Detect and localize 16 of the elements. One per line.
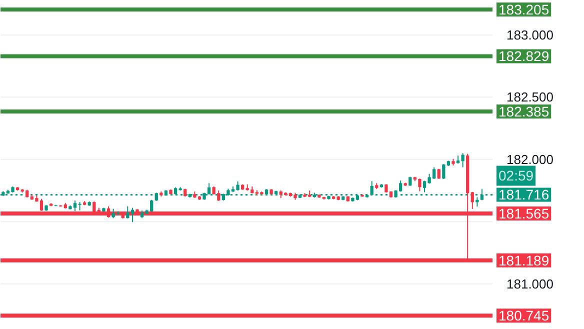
y-tick-label: 182.500 [506, 90, 554, 105]
ref-line-label: 181.189 [498, 252, 550, 268]
candlestick [442, 164, 446, 180]
y-tick-label: 181.000 [506, 276, 554, 292]
ref-line-label: 182.385 [498, 103, 550, 120]
candlestick [130, 207, 134, 223]
y-tick-label: 182.000 [506, 152, 554, 167]
ref-line-label: 181.565 [498, 206, 550, 222]
candlestick [126, 206, 130, 219]
ref-line-label: 181.716 [498, 186, 550, 203]
ref-line-label: 182.829 [498, 48, 550, 64]
text: 02:59 [498, 168, 534, 184]
candlestick [470, 191, 474, 210]
ref-line-label: 180.745 [498, 308, 550, 324]
y-tick-label: 183.000 [506, 27, 554, 42]
ref-line-label: 183.205 [498, 1, 550, 18]
